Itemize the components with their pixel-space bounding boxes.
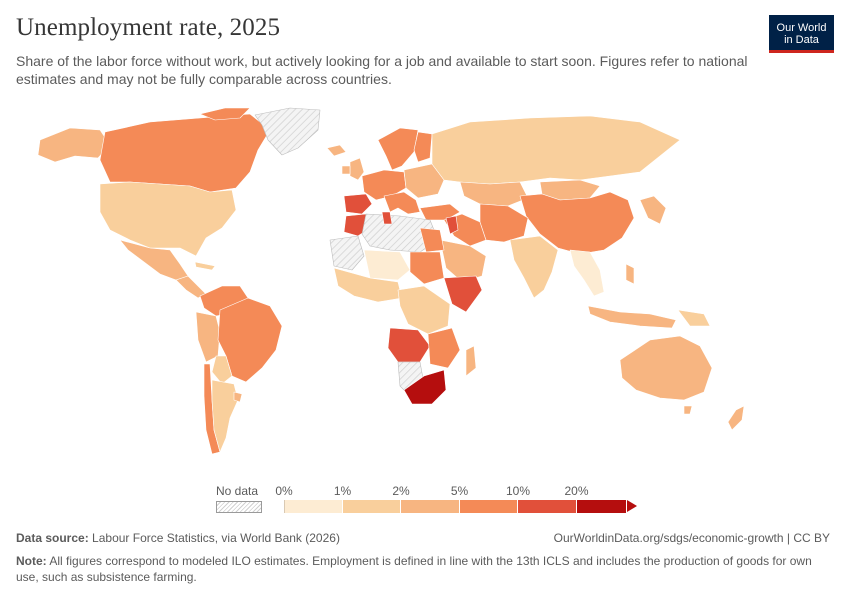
spain-portugal[interactable] <box>343 193 373 215</box>
kazakhstan[interactable] <box>459 181 529 207</box>
levant[interactable] <box>445 215 459 235</box>
sahel[interactable] <box>363 249 411 281</box>
bolivia-paraguay[interactable] <box>211 355 233 385</box>
sudan[interactable] <box>409 251 445 285</box>
cuba[interactable] <box>194 261 216 271</box>
madagascar[interactable] <box>465 345 477 377</box>
greenland[interactable] <box>254 107 321 156</box>
new-guinea[interactable] <box>677 309 711 327</box>
legend-bin-swatch[interactable] <box>284 500 343 513</box>
russia[interactable] <box>431 115 681 185</box>
western-europe[interactable] <box>361 169 407 201</box>
indonesia[interactable] <box>587 305 677 329</box>
map-legend: No data 0% 1% 2% 5% 10% 20% <box>0 478 850 518</box>
chart-title: Unemployment rate, 2025 <box>16 14 281 41</box>
turkey[interactable] <box>419 203 461 221</box>
brazil[interactable] <box>217 297 283 383</box>
australia[interactable] <box>619 335 713 401</box>
angola-drc-south[interactable] <box>387 327 431 363</box>
peru-ecuador[interactable] <box>195 311 221 363</box>
central-africa[interactable] <box>397 285 451 335</box>
east-africa-south[interactable] <box>427 327 461 369</box>
logo-line-2: in Data <box>784 34 819 46</box>
iceland[interactable] <box>326 144 347 157</box>
legend-bin-swatch[interactable] <box>401 500 460 513</box>
world-map[interactable] <box>0 100 850 470</box>
ireland[interactable] <box>341 165 351 175</box>
note-text: All figures correspond to modeled ILO es… <box>16 554 812 584</box>
tunisia[interactable] <box>381 211 393 225</box>
west-africa[interactable] <box>333 267 403 303</box>
owid-logo[interactable]: Our World in Data <box>769 15 834 53</box>
india[interactable] <box>509 235 559 299</box>
alaska-region[interactable] <box>37 127 111 163</box>
legend-bin-swatch[interactable] <box>342 500 401 513</box>
legend-no-data-swatch <box>216 501 262 513</box>
canada-arctic-islands[interactable] <box>199 107 251 121</box>
horn-of-africa[interactable] <box>443 275 483 313</box>
legend-bin-swatch[interactable] <box>459 500 518 513</box>
italy-balkans[interactable] <box>383 191 421 215</box>
iran-central-asia[interactable] <box>479 203 529 243</box>
argentina[interactable] <box>211 379 239 453</box>
legend-bin-swatch[interactable] <box>518 500 577 513</box>
scandinavia[interactable] <box>377 127 419 171</box>
data-source-text[interactable]: Labour Force Statistics, via World Bank … <box>92 531 340 545</box>
central-america[interactable] <box>175 275 207 299</box>
source-url[interactable]: OurWorldinData.org/sdgs/economic-growth … <box>553 531 830 545</box>
japan-korea[interactable] <box>639 195 667 225</box>
legend-tick-label: 0% <box>275 484 293 498</box>
south-africa[interactable] <box>403 369 447 405</box>
logo-line-1: Our World <box>776 22 827 34</box>
legend-bin-swatch[interactable] <box>576 500 627 513</box>
legend-tick-label: 20% <box>564 484 589 498</box>
chart-subtitle: Share of the labor force without work, b… <box>16 53 748 87</box>
philippines[interactable] <box>625 263 635 285</box>
new-zealand[interactable] <box>727 405 745 431</box>
western-sahara-mauritania[interactable] <box>329 235 365 271</box>
canada[interactable] <box>99 113 271 193</box>
tasmania[interactable] <box>683 405 693 415</box>
data-source-label: Data source: <box>16 531 89 545</box>
footnote: Note: All figures correspond to modeled … <box>16 553 836 585</box>
egypt[interactable] <box>419 227 445 253</box>
legend-tick-label: 10% <box>505 484 531 498</box>
legend-no-data-label: No data <box>216 484 259 498</box>
saudi-arabia[interactable] <box>439 239 487 283</box>
finland[interactable] <box>413 131 433 163</box>
legend-arrow-icon <box>627 500 637 512</box>
uruguay[interactable] <box>233 391 243 403</box>
note-label: Note: <box>16 554 47 568</box>
legend-tick-label: 1% <box>333 484 352 498</box>
legend-tick-label: 5% <box>450 484 469 498</box>
china[interactable] <box>519 191 635 255</box>
legend-tick-label: 2% <box>392 484 410 498</box>
data-source: Data source: Labour Force Statistics, vi… <box>16 531 340 545</box>
southeast-asia[interactable] <box>569 249 605 297</box>
united-states[interactable] <box>99 181 237 257</box>
